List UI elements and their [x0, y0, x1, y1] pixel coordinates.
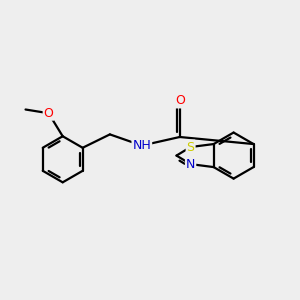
Text: S: S [187, 140, 195, 154]
Text: N: N [186, 158, 195, 171]
Text: O: O [44, 107, 53, 120]
Text: NH: NH [133, 139, 151, 152]
Text: O: O [175, 94, 185, 107]
